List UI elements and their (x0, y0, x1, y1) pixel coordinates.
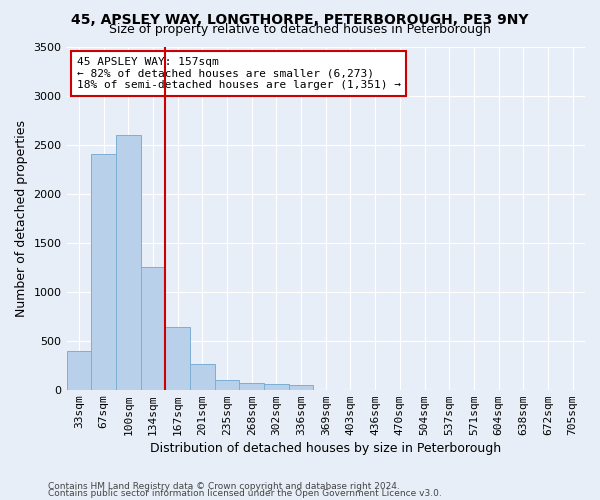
Bar (264, 384, 289, 390)
Text: Size of property relative to detached houses in Peterborough: Size of property relative to detached ho… (109, 22, 491, 36)
Bar (91, 154, 116, 390)
Bar (190, 364, 215, 390)
Bar (165, 327, 190, 390)
Bar (239, 384, 264, 390)
Text: Contains HM Land Registry data © Crown copyright and database right 2024.: Contains HM Land Registry data © Crown c… (48, 482, 400, 491)
Bar (289, 386, 313, 390)
X-axis label: Distribution of detached houses by size in Peterborough: Distribution of detached houses by size … (150, 442, 502, 455)
Bar (140, 267, 165, 390)
Text: Contains public sector information licensed under the Open Government Licence v3: Contains public sector information licen… (48, 490, 442, 498)
Y-axis label: Number of detached properties: Number of detached properties (15, 120, 28, 316)
Bar (67, 352, 91, 390)
Text: 45 APSLEY WAY: 157sqm
← 82% of detached houses are smaller (6,273)
18% of semi-d: 45 APSLEY WAY: 157sqm ← 82% of detached … (77, 57, 401, 90)
Text: 45, APSLEY WAY, LONGTHORPE, PETERBOROUGH, PE3 9NY: 45, APSLEY WAY, LONGTHORPE, PETERBOROUGH… (71, 12, 529, 26)
Bar (116, 135, 140, 390)
Bar (215, 380, 239, 390)
